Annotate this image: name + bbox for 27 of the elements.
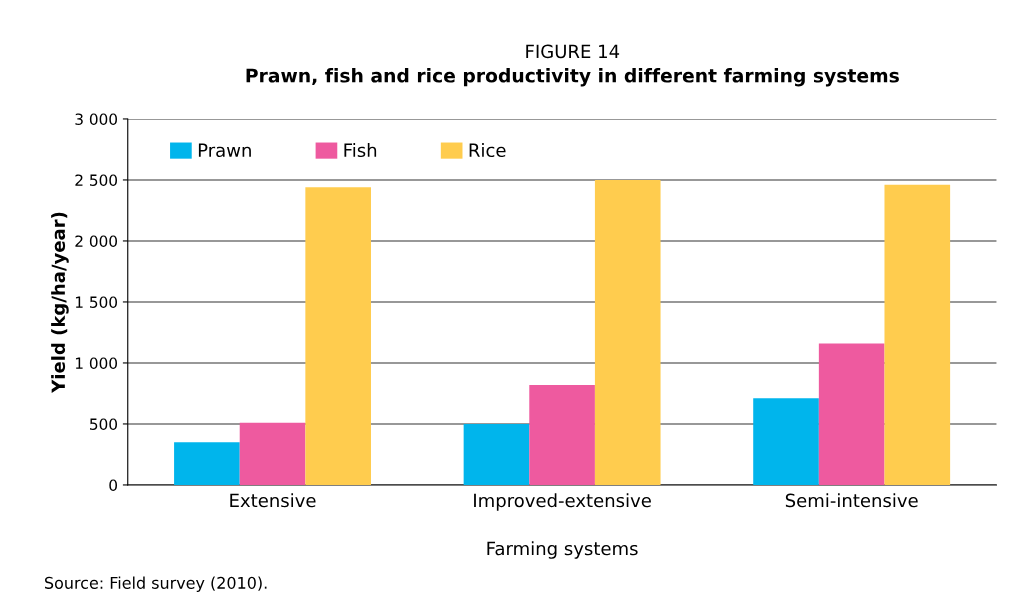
chart-subtitle: Prawn, fish and rice productivity in different farming systems [246,68,899,87]
legend-label: Rice [469,143,506,158]
bar [753,398,819,485]
bar [305,187,371,485]
y-tick-label: 2 000 [75,235,118,247]
bar [884,184,951,485]
legend-label: Prawn [198,143,251,158]
bar [174,442,240,485]
y-axis-title: Yield (kg/ha/year) [51,212,69,393]
y-tick-label: 1 000 [75,357,118,369]
bar [239,422,306,485]
chart-title: FIGURE 14 [526,44,620,59]
y-tick-label: 3 000 [75,113,118,125]
x-axis-title: Farming systems [487,541,638,559]
y-tick-label: 500 [90,418,118,430]
bar [463,423,530,485]
x-tick-label: Improved-extensive [474,493,651,511]
y-tick-label: 2 500 [75,174,118,186]
bar [818,343,885,485]
bar [529,384,595,485]
y-tick-label: 1 500 [75,296,118,308]
x-tick-label: Extensive [230,493,316,508]
source-note: Source: Field survey (2010). [45,576,267,592]
y-tick-label: 0 [109,479,118,491]
legend-label: Fish [344,143,377,158]
x-tick-label: Semi-intensive [785,493,918,508]
bar [594,179,661,485]
